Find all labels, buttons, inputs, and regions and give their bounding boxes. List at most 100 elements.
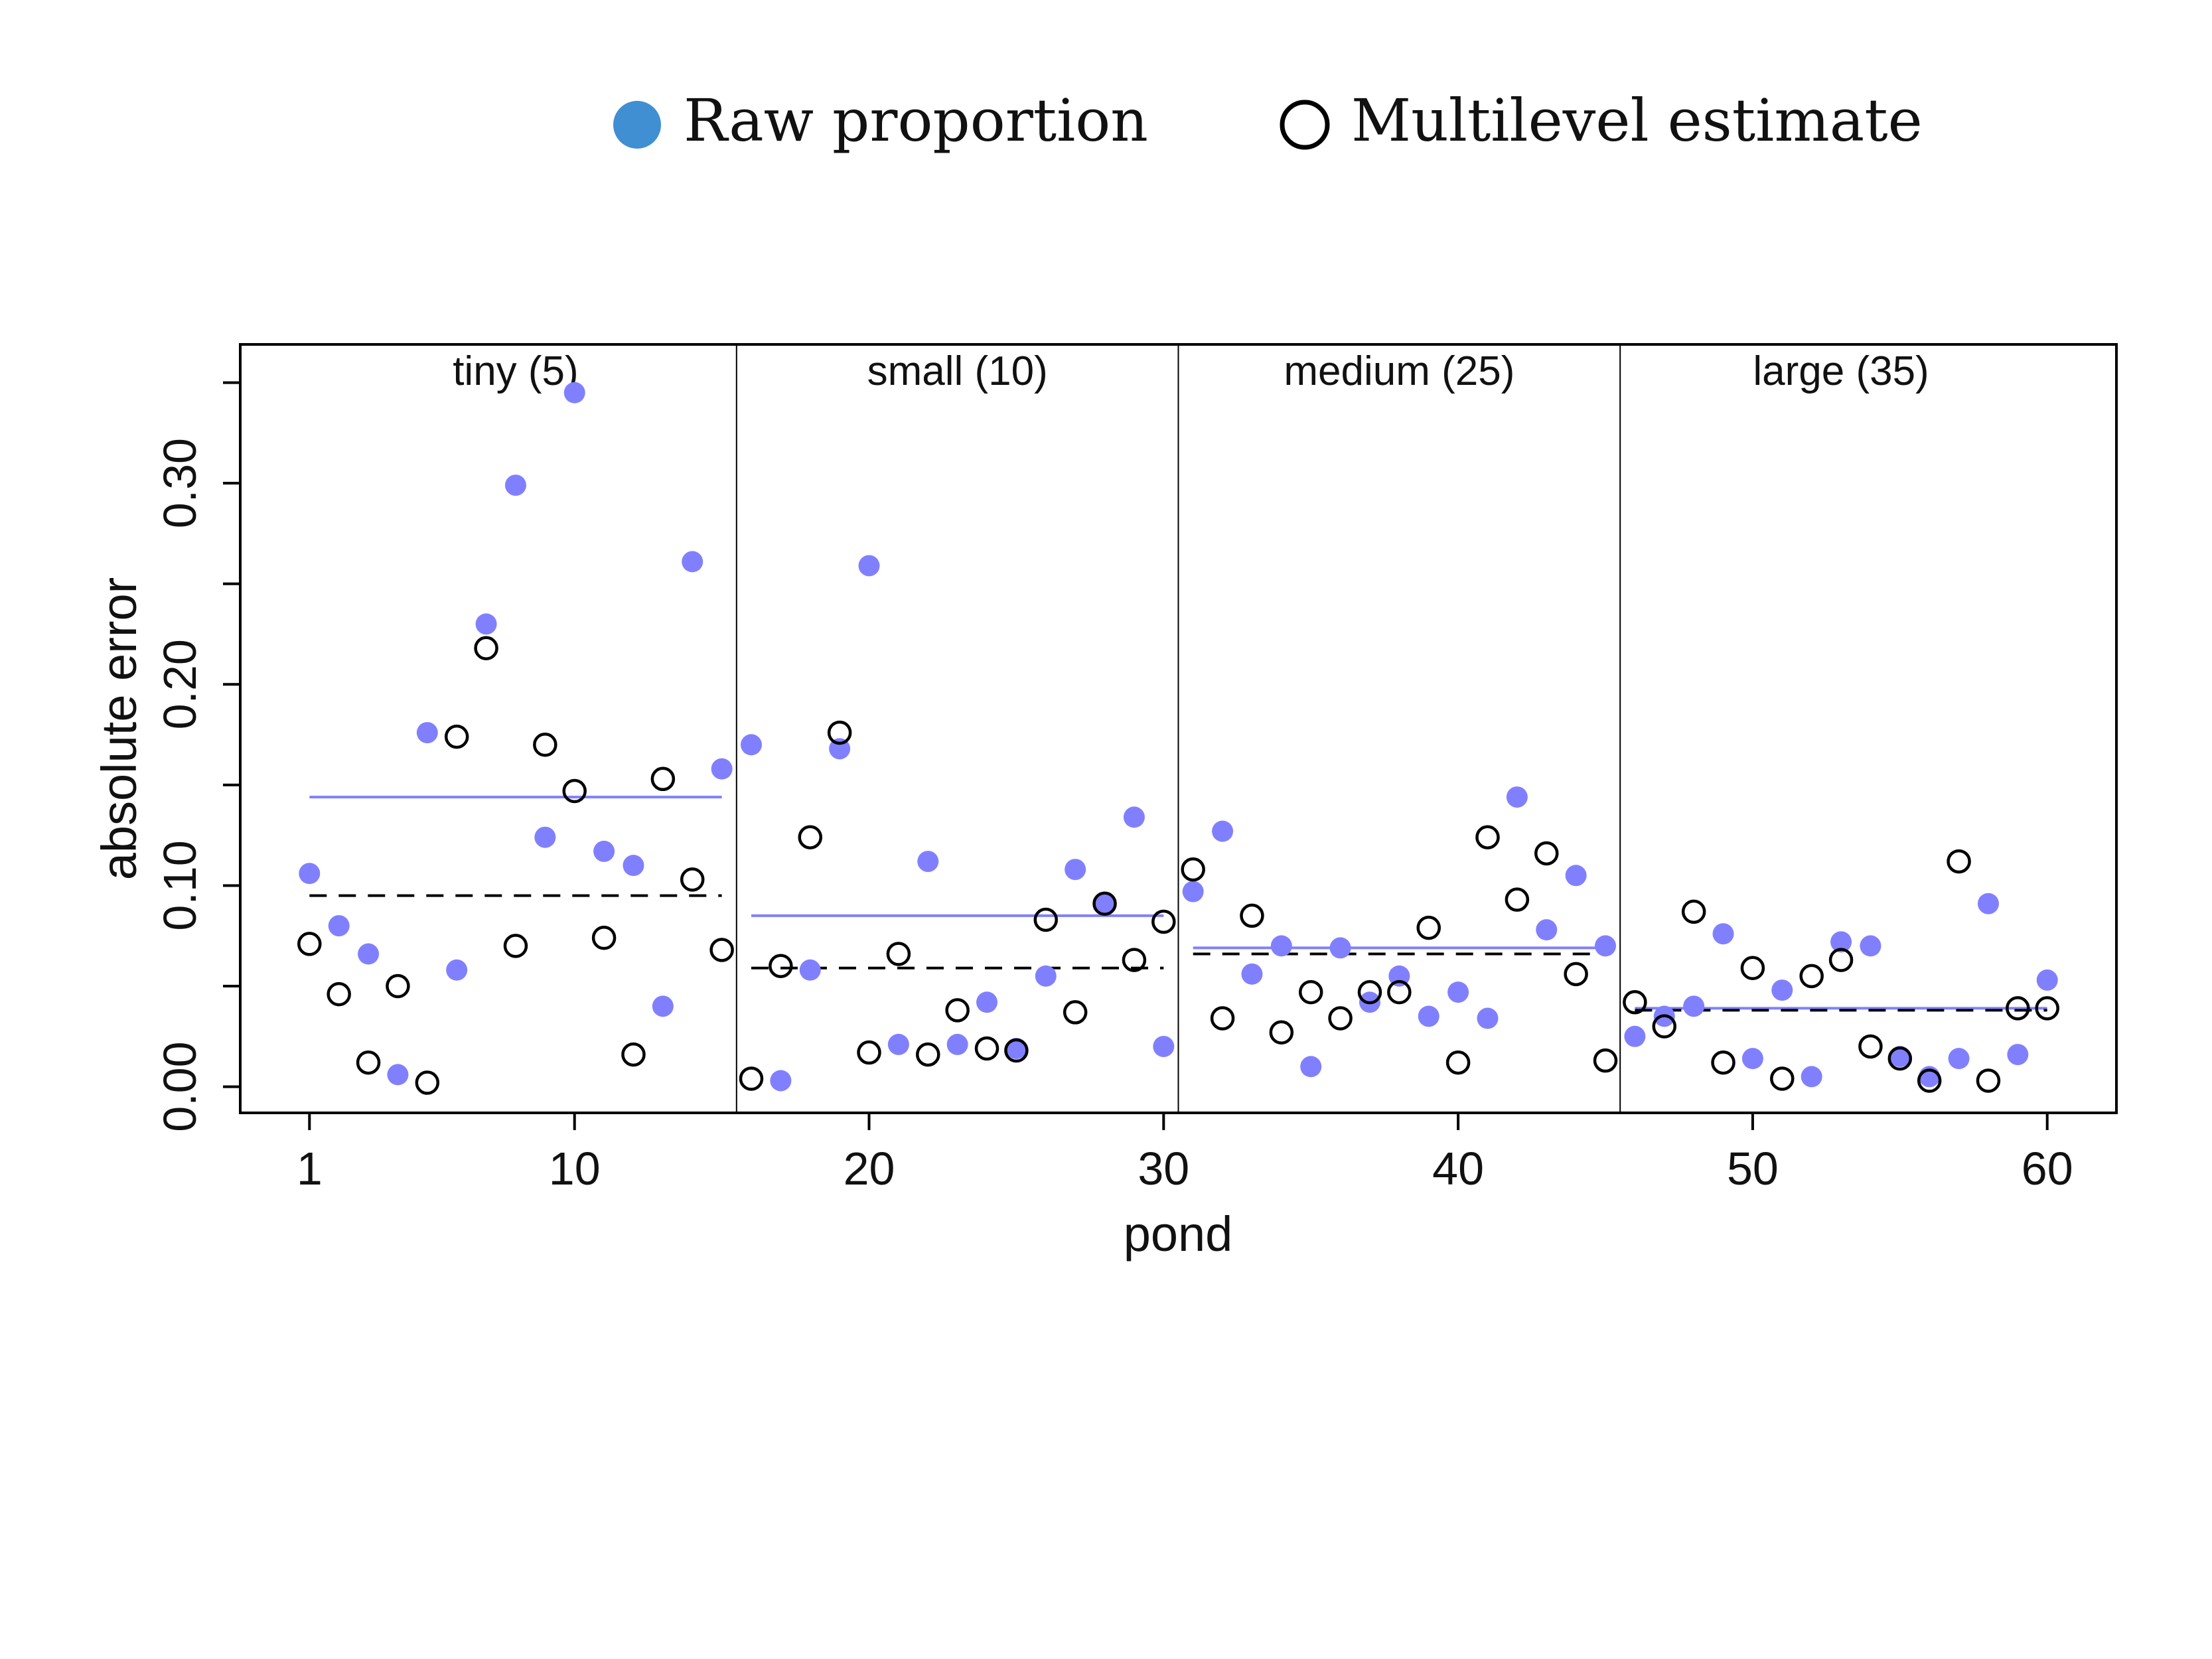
raw-point — [2007, 1044, 2029, 1066]
multilevel-point — [945, 998, 970, 1023]
multilevel-point — [1298, 979, 1323, 1005]
x-tick-label: 50 — [1727, 1143, 1779, 1194]
raw-point — [1035, 965, 1057, 987]
mean-lines — [309, 796, 2047, 1012]
raw-point — [416, 722, 438, 744]
raw-point — [1624, 1025, 1646, 1047]
multilevel-point — [503, 934, 528, 958]
raw-point — [1447, 981, 1469, 1003]
multilevel-point — [886, 942, 911, 966]
multilevel-point — [680, 867, 705, 892]
panel-label: small (10) — [867, 348, 1048, 394]
raw-point — [1123, 806, 1145, 828]
multilevel-point — [2035, 996, 2059, 1021]
x-axis: 1 10 20 30 40 50 60 — [297, 1113, 2073, 1194]
raw-point — [1860, 935, 1881, 957]
multilevel-point — [1357, 979, 1382, 1005]
multilevel-point — [621, 1042, 646, 1067]
legend-raw-label: Raw proportion — [684, 86, 1148, 155]
y-tick-label: 0.10 — [154, 840, 206, 930]
raw-point — [1977, 893, 1999, 914]
multilevel-point — [356, 1050, 381, 1075]
x-tick-label: 30 — [1138, 1143, 1189, 1194]
panel-labels: tiny (5) small (10) medium (25) large (35) — [453, 348, 1929, 394]
multilevel-point — [415, 1070, 440, 1095]
multilevel-point — [974, 1036, 999, 1061]
multilevel-point — [1122, 948, 1147, 972]
raw-point — [358, 943, 380, 965]
multilevel-point — [327, 981, 351, 1007]
multilevel-point — [591, 926, 617, 950]
raw-point — [1830, 931, 1852, 953]
multilevel-point — [1917, 1068, 1942, 1093]
multilevel-point — [1740, 956, 1765, 980]
multilevel-point — [1770, 1066, 1795, 1091]
y-tick-label: 0.00 — [154, 1041, 206, 1131]
raw-point — [593, 840, 615, 862]
y-axis: 0.00 0.10 0.20 0.30 — [154, 381, 240, 1132]
raw-point — [1477, 1007, 1499, 1029]
multilevel-point — [798, 825, 823, 849]
multilevel-point — [1976, 1068, 2001, 1093]
raw-point — [1741, 1048, 1763, 1070]
multilevel-point — [650, 766, 676, 792]
raw-point — [2036, 969, 2058, 991]
raw-point — [799, 959, 821, 981]
raw-point — [1270, 935, 1292, 957]
multilevel-point — [1564, 962, 1588, 987]
raw-point — [1300, 1056, 1322, 1078]
y-tick-label: 0.30 — [154, 438, 206, 528]
multilevel-point — [1210, 1006, 1235, 1031]
multilevel-point — [769, 954, 793, 978]
multilevel-point — [1151, 909, 1176, 934]
multilevel-point — [857, 1040, 881, 1065]
multilevel-point — [533, 733, 557, 757]
multilevel-point — [1063, 1000, 1088, 1025]
multilevel-point — [297, 932, 322, 956]
y-tick-label: 0.20 — [154, 639, 206, 729]
raw-point — [1801, 1066, 1822, 1088]
legend-raw-marker — [613, 101, 661, 149]
raw-point — [623, 855, 644, 877]
x-tick-label: 60 — [2022, 1143, 2073, 1194]
panel-label: medium (25) — [1284, 348, 1514, 394]
raw-point — [1153, 1035, 1175, 1057]
multilevel-point — [1593, 1048, 1618, 1073]
multilevel-point — [386, 974, 410, 999]
raw-point — [1212, 820, 1234, 842]
multilevel-point — [474, 636, 498, 660]
multilevel-point — [1416, 915, 1441, 940]
legend-multilevel-label: Multilevel estimate — [1351, 86, 1923, 155]
legend-multilevel-marker — [1280, 100, 1330, 150]
multilevel-point — [1652, 1014, 1677, 1039]
multilevel-point — [2006, 996, 2030, 1021]
raw-point — [1536, 919, 1558, 941]
multilevel-point — [1623, 990, 1647, 1015]
raw-point — [1771, 979, 1793, 1001]
x-tick-label: 10 — [549, 1143, 601, 1194]
panel-label: tiny (5) — [453, 348, 578, 394]
raw-point — [1418, 1005, 1439, 1027]
raw-point — [946, 1033, 968, 1055]
legend: Raw proportion Multilevel estimate — [613, 86, 1923, 155]
raw-point — [917, 851, 939, 873]
raw-point — [652, 995, 674, 1017]
multilevel-point — [1799, 964, 1824, 989]
raw-point — [446, 959, 468, 981]
raw-point — [328, 915, 350, 937]
panel-dividers — [735, 344, 1621, 1113]
multilevel-point — [1475, 825, 1500, 849]
raw-point — [1241, 963, 1263, 985]
raw-point — [387, 1064, 409, 1086]
multilevel-point — [739, 1066, 764, 1091]
multilevel-point — [1033, 907, 1059, 932]
raw-point — [504, 474, 526, 496]
multilevel-point — [562, 778, 587, 804]
multilevel-point — [1092, 891, 1117, 916]
multilevel-point — [1240, 903, 1264, 928]
raw-point — [563, 382, 585, 403]
multilevel-point — [1004, 1038, 1029, 1063]
raw-point — [1005, 1037, 1027, 1059]
raw-point — [1094, 893, 1116, 914]
